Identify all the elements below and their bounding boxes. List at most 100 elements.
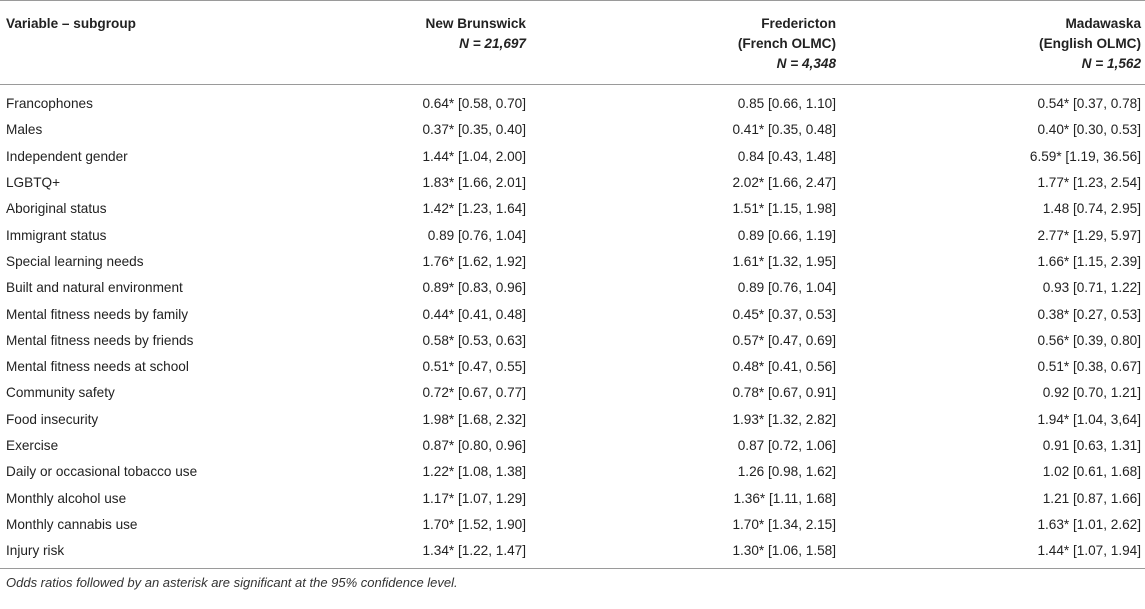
table-row: Injury risk 1.34* [1.22, 1.47] 1.30* [1.06… — [0, 538, 1145, 569]
table-row: Monthly alcohol use 1.17* [1.07, 1.29] 1.3… — [0, 485, 1145, 511]
cell-madawaska: 1.21 [0.87, 1.66] — [1042, 490, 1141, 506]
row-label: Built and natural environment — [6, 280, 183, 296]
table-row: Built and natural environment 0.89* [0.83… — [0, 275, 1145, 301]
cell-madawaska: 0.56* [0.39, 0.80] — [1037, 332, 1141, 348]
header-col-n: N = 1,562 — [1081, 56, 1141, 71]
cell-fredericton: 1.26 [0.98, 1.62] — [737, 464, 836, 480]
header-variable: Variable – subgroup — [6, 16, 136, 31]
header-col-title: New Brunswick — [425, 16, 526, 31]
cell-new-brunswick: 0.89* [0.83, 0.96] — [422, 280, 526, 296]
cell-fredericton: 0.89 [0.66, 1.19] — [737, 227, 836, 243]
row-label: Mental fitness needs by friends — [6, 332, 194, 348]
cell-fredericton: 1.51* [1.15, 1.98] — [732, 201, 836, 217]
cell-fredericton: 2.02* [1.66, 2.47] — [732, 175, 836, 191]
table-row: Aboriginal status 1.42* [1.23, 1.64] 1.51*… — [0, 196, 1145, 222]
cell-madawaska: 6.59* [1.19, 36.56] — [1029, 148, 1141, 164]
cell-new-brunswick: 1.83* [1.66, 2.01] — [422, 175, 526, 191]
table-row: Exercise 0.87* [0.80, 0.96] 0.87 [0.72, 1.… — [0, 433, 1145, 459]
row-label: Aboriginal status — [6, 201, 107, 217]
row-label: Food insecurity — [6, 411, 99, 427]
cell-madawaska: 0.91 [0.63, 1.31] — [1042, 438, 1141, 453]
table-row: Food insecurity 1.98* [1.68, 2.32] 1.93* [… — [0, 407, 1145, 433]
table-row: Mental fitness needs at school 0.51* [0.4… — [0, 354, 1145, 380]
table-row: LGBTQ+ 1.83* [1.66, 2.01] 2.02* [1.66, 2.4… — [0, 170, 1145, 196]
row-label: Mental fitness needs by family — [6, 306, 189, 322]
cell-madawaska: 1.94* [1.04, 3,64] — [1037, 411, 1141, 427]
cell-new-brunswick: 1.22* [1.08, 1.38] — [422, 464, 526, 480]
cell-new-brunswick: 1.42* [1.23, 1.64] — [422, 201, 526, 217]
cell-new-brunswick: 0.72* [0.67, 0.77] — [422, 385, 526, 401]
row-label: Monthly cannabis use — [6, 516, 138, 532]
cell-new-brunswick: 0.89 [0.76, 1.04] — [427, 227, 526, 243]
cell-fredericton: 0.57* [0.47, 0.69] — [732, 332, 836, 348]
table-row: Mental fitness needs by family 0.44* [0.4… — [0, 301, 1145, 327]
cell-new-brunswick: 1.70* [1.52, 1.90] — [422, 516, 526, 532]
row-label: Mental fitness needs at school — [6, 359, 189, 375]
odds-ratio-table-container: Variable – subgroup New Brunswick N = 21… — [0, 0, 1145, 590]
table-row: Daily or occasional tobacco use 1.22* [1.… — [0, 459, 1145, 485]
header-col-n: N = 4,348 — [776, 56, 836, 71]
cell-new-brunswick: 0.87* [0.80, 0.96] — [422, 438, 526, 453]
header-row: Variable – subgroup New Brunswick N = 21… — [0, 0, 1145, 85]
table-body: Francophones 0.64* [0.58, 0.70] 0.85 [0.66… — [0, 85, 1145, 569]
cell-madawaska: 0.93 [0.71, 1.22] — [1042, 280, 1141, 296]
table-row: Males 0.37* [0.35, 0.40] 0.41* [0.35, 0.48… — [0, 117, 1145, 143]
cell-fredericton: 0.41* [0.35, 0.48] — [732, 122, 836, 138]
row-label: Independent gender — [6, 148, 128, 164]
row-label: Special learning needs — [6, 253, 144, 269]
cell-new-brunswick: 0.64* [0.58, 0.70] — [422, 96, 526, 112]
cell-madawaska: 0.38* [0.27, 0.53] — [1037, 306, 1141, 322]
cell-fredericton: 1.93* [1.32, 2.82] — [732, 411, 836, 427]
cell-new-brunswick: 1.17* [1.07, 1.29] — [422, 490, 526, 506]
cell-madawaska: 0.51* [0.38, 0.67] — [1037, 359, 1141, 375]
header-fredericton: Fredericton (French OLMC) N = 4,348 — [530, 1, 840, 85]
header-col-n: N = 21,697 — [459, 36, 526, 51]
table-row: Community safety 0.72* [0.67, 0.77] 0.78* … — [0, 380, 1145, 406]
header-col-subtitle: (French OLMC) — [737, 36, 836, 51]
table-row: Special learning needs 1.76* [1.62, 1.92]… — [0, 249, 1145, 275]
cell-fredericton: 0.85 [0.66, 1.10] — [737, 96, 836, 112]
table-footnote: Odds ratios followed by an asterisk are … — [6, 575, 458, 591]
cell-new-brunswick: 0.51* [0.47, 0.55] — [422, 359, 526, 375]
header-col-title: Madawaska — [1065, 16, 1141, 31]
row-label: Francophones — [6, 96, 93, 112]
cell-fredericton: 1.61* [1.32, 1.95] — [732, 253, 836, 269]
cell-new-brunswick: 0.58* [0.53, 0.63] — [422, 332, 526, 348]
cell-madawaska: 1.48 [0.74, 2.95] — [1042, 201, 1141, 217]
cell-fredericton: 0.78* [0.67, 0.91] — [732, 385, 836, 401]
row-label: Males — [6, 122, 43, 138]
cell-fredericton: 0.87 [0.72, 1.06] — [737, 438, 836, 453]
cell-new-brunswick: 0.37* [0.35, 0.40] — [422, 122, 526, 138]
cell-madawaska: 1.63* [1.01, 2.62] — [1037, 516, 1141, 532]
cell-new-brunswick: 1.44* [1.04, 2.00] — [422, 148, 526, 164]
table-row: Immigrant status 0.89 [0.76, 1.04] 0.89 [0… — [0, 222, 1145, 248]
cell-madawaska: 0.54* [0.37, 0.78] — [1037, 96, 1141, 112]
header-col-title: Fredericton — [761, 16, 836, 31]
table-row: Monthly cannabis use 1.70* [1.52, 1.90] 1.… — [0, 512, 1145, 538]
cell-madawaska: 1.77* [1.23, 2.54] — [1037, 175, 1141, 191]
row-label: Injury risk — [6, 543, 65, 559]
cell-madawaska: 0.40* [0.30, 0.53] — [1037, 122, 1141, 138]
cell-madawaska: 1.66* [1.15, 2.39] — [1037, 253, 1141, 269]
row-label: Community safety — [6, 385, 115, 401]
header-madawaska: Madawaska (English OLMC) N = 1,562 — [840, 1, 1145, 85]
row-label: LGBTQ+ — [6, 175, 61, 191]
header-col-subtitle: (English OLMC) — [1039, 36, 1141, 51]
table-row: Mental fitness needs by friends 0.58* [0.… — [0, 328, 1145, 354]
cell-madawaska: 0.92 [0.70, 1.21] — [1042, 385, 1141, 401]
cell-new-brunswick: 1.34* [1.22, 1.47] — [422, 543, 526, 559]
table-header: Variable – subgroup New Brunswick N = 21… — [0, 0, 1145, 85]
cell-fredericton: 0.48* [0.41, 0.56] — [732, 359, 836, 375]
cell-new-brunswick: 0.44* [0.41, 0.48] — [422, 306, 526, 322]
cell-madawaska: 2.77* [1.29, 5.97] — [1037, 227, 1141, 243]
cell-madawaska: 1.02 [0.61, 1.68] — [1042, 464, 1141, 480]
cell-fredericton: 0.84 [0.43, 1.48] — [737, 148, 836, 164]
cell-madawaska: 1.44* [1.07, 1.94] — [1037, 543, 1141, 559]
table-row: Francophones 0.64* [0.58, 0.70] 0.85 [0.66… — [0, 85, 1145, 118]
cell-fredericton: 1.36* [1.11, 1.68] — [733, 490, 836, 506]
row-label: Exercise — [6, 438, 59, 453]
odds-ratio-table: Variable – subgroup New Brunswick N = 21… — [0, 0, 1145, 569]
cell-new-brunswick: 1.76* [1.62, 1.92] — [422, 253, 526, 269]
cell-fredericton: 1.70* [1.34, 2.15] — [732, 516, 836, 532]
row-label: Immigrant status — [6, 227, 107, 243]
